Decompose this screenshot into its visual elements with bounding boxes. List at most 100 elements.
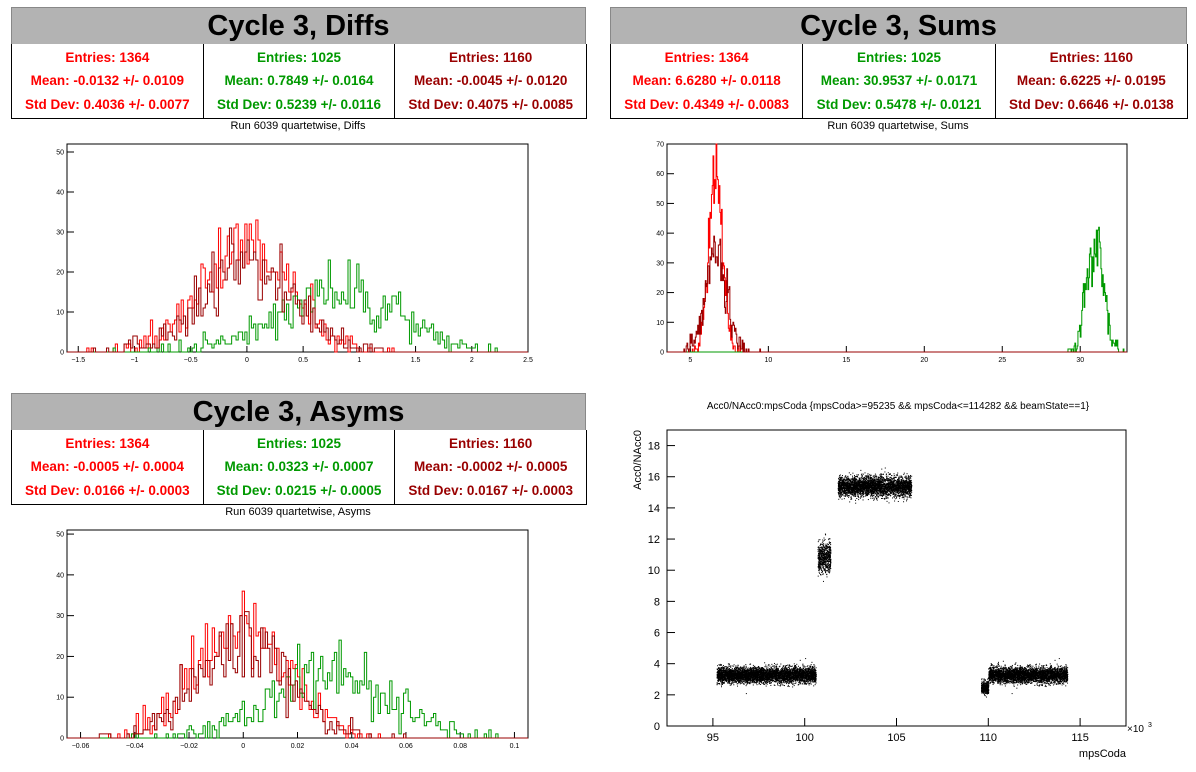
scatter-point: [719, 673, 721, 675]
scatter-point: [753, 673, 755, 675]
scatter-point: [805, 671, 807, 673]
y-tick-label: 40: [656, 231, 664, 238]
scatter-title: Acc0/NAcc0:mpsCoda {mpsCoda>=95235 && mp…: [706, 401, 1090, 412]
scatter-point: [753, 682, 755, 684]
scatter-point: [795, 677, 797, 679]
scatter-point: [754, 677, 756, 679]
scatter-point: [749, 679, 751, 681]
scatter-point: [786, 668, 788, 670]
scatter-point: [779, 676, 781, 678]
scatter-point: [804, 681, 806, 683]
scatter-point: [785, 678, 787, 680]
scatter-point: [767, 680, 769, 682]
scatter-point: [777, 673, 779, 675]
scatter-point: [796, 663, 798, 665]
scatter-point: [718, 675, 720, 677]
scatter-point: [727, 667, 729, 669]
scatter-point: [758, 682, 760, 684]
scatter-point: [724, 666, 726, 668]
scatter-point: [748, 670, 750, 672]
scatter-point: [727, 663, 729, 665]
scatter-point: [787, 670, 789, 672]
scatter-point: [794, 669, 796, 671]
scatter-point: [771, 669, 773, 671]
scatter-point: [721, 670, 723, 672]
scatter-point: [738, 676, 740, 678]
scatter-point: [720, 676, 722, 678]
scatter-point: [769, 670, 771, 672]
scatter-point: [724, 675, 726, 677]
scatter-point: [723, 675, 725, 677]
scatter-point: [800, 671, 802, 673]
scatter-point: [746, 679, 748, 681]
scatter-point: [770, 684, 772, 686]
scatter-point: [765, 675, 767, 677]
scatter-point: [746, 677, 748, 679]
scatter-point: [751, 675, 753, 677]
y-tick-label: 30: [56, 230, 64, 237]
scatter-point: [722, 667, 724, 669]
scatter-point: [759, 675, 761, 677]
scatter-point: [730, 666, 732, 668]
scatter-point: [727, 678, 729, 680]
scatter-point: [800, 677, 802, 679]
scatter-point: [805, 678, 807, 680]
scatter-point: [765, 682, 767, 684]
scatter-point: [788, 672, 790, 674]
scatter-point: [728, 673, 730, 675]
scatter-point: [759, 671, 761, 673]
scatter-point: [765, 681, 767, 683]
scatter-point: [813, 674, 815, 676]
scatter-point: [775, 679, 777, 681]
scatter-point: [783, 676, 785, 678]
scatter-point: [791, 671, 793, 673]
scatter-point: [813, 675, 815, 677]
plot-frame: [666, 143, 1128, 353]
scatter-point: [728, 676, 730, 678]
scatter-point: [732, 678, 734, 680]
scatter-point: [739, 683, 741, 685]
std-label: Std Dev: 0.4075 +/- 0.0085: [408, 96, 574, 112]
scatter-point: [783, 679, 785, 681]
scatter-point: [792, 674, 794, 676]
scatter-point: [733, 676, 735, 678]
scatter-point: [767, 666, 769, 668]
scatter-point: [783, 670, 785, 672]
scatter-point: [766, 682, 768, 684]
scatter-point: [769, 672, 771, 674]
scatter-point: [728, 679, 730, 681]
scatter-point: [755, 668, 757, 670]
scatter-point: [764, 677, 766, 679]
scatter-point: [760, 667, 762, 669]
scatter-point: [751, 682, 753, 684]
scatter-point: [792, 681, 794, 683]
scatter-point: [731, 665, 733, 667]
scatter-point: [756, 678, 758, 680]
scatter-point: [737, 681, 739, 683]
scatter-point: [762, 674, 764, 676]
scatter-point: [769, 678, 771, 680]
scatter-point: [744, 671, 746, 673]
scatter-point: [729, 682, 731, 684]
scatter-point: [771, 679, 773, 681]
scatter-point: [811, 667, 813, 669]
scatter-point: [772, 674, 774, 676]
scatter-point: [815, 673, 817, 675]
histogram-series: [67, 639, 528, 739]
scatter-point: [737, 679, 739, 681]
scatter-point: [793, 669, 795, 671]
scatter-point: [751, 679, 753, 681]
scatter-point: [720, 670, 722, 672]
scatter-point: [774, 679, 776, 681]
scatter-point: [741, 675, 743, 677]
scatter-point: [718, 674, 720, 676]
scatter-point: [777, 677, 779, 679]
scatter-point: [742, 675, 744, 677]
scatter-point: [720, 680, 722, 682]
scatter-point: [803, 672, 805, 674]
scatter-point: [811, 678, 813, 680]
scatter-point: [783, 680, 785, 682]
scatter-point: [782, 666, 784, 668]
scatter-point: [780, 670, 782, 672]
scatter-point: [716, 682, 718, 684]
